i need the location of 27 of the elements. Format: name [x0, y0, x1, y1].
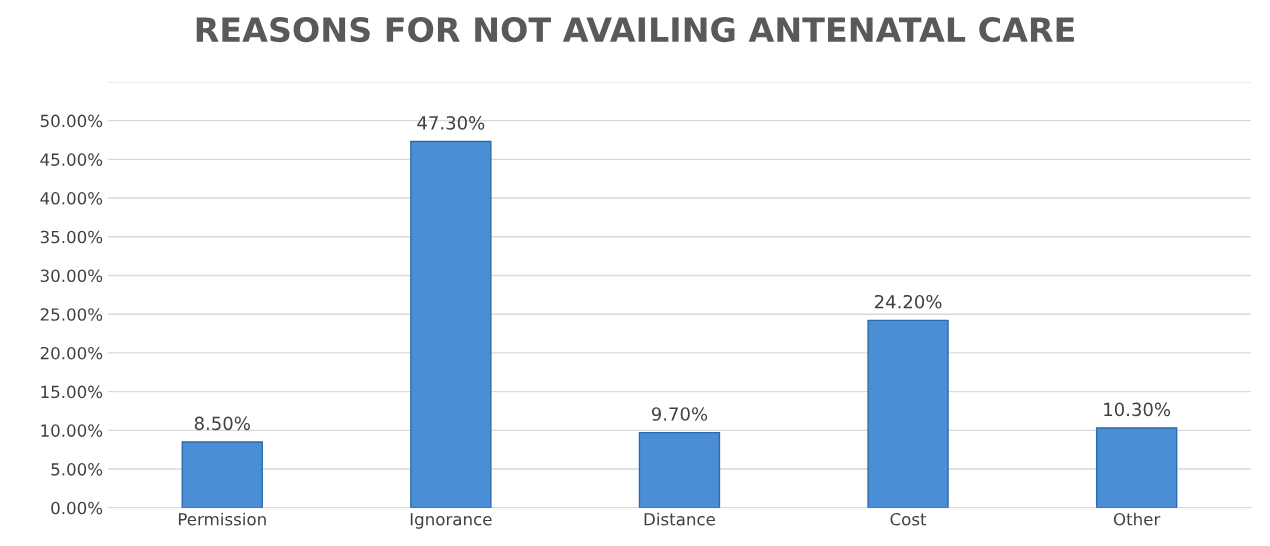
- y-tick-label: 40.00%: [40, 192, 103, 205]
- x-tick-label: Distance: [644, 512, 715, 526]
- y-tick-label: 20.00%: [40, 346, 103, 360]
- y-tick-label: 45.00%: [40, 153, 103, 166]
- x-tick-label: Other: [1113, 512, 1161, 526]
- x-tick-label: Cost: [890, 512, 927, 526]
- data-label: 47.30%: [417, 116, 485, 130]
- y-tick-label: 15.00%: [41, 385, 103, 399]
- data-label: 8.50%: [194, 416, 250, 431]
- bar: [638, 431, 721, 508]
- data-label: 24.20%: [874, 294, 942, 309]
- y-tick-label: 0.00%: [51, 501, 103, 515]
- bar: [867, 319, 949, 508]
- bar: [1095, 427, 1178, 508]
- bar: [410, 140, 492, 508]
- y-tick-label: 25.00%: [40, 308, 103, 321]
- chart-title: REASONS FOR NOT AVAILING ANTENATAL CARE: [196, 16, 1074, 43]
- x-tick-label: Ignorance: [410, 513, 492, 529]
- bar: [181, 441, 263, 508]
- y-tick-label: 10.00%: [41, 424, 103, 437]
- y-tick-label: 30.00%: [40, 269, 103, 283]
- data-label: 10.30%: [1104, 402, 1171, 417]
- y-tick-label: 35.00%: [40, 230, 103, 244]
- y-tick-label: 5.00%: [51, 463, 103, 476]
- x-tick-label: Permission: [178, 512, 266, 526]
- y-tick-label: 50.00%: [40, 114, 103, 128]
- data-label: 9.70%: [651, 407, 708, 421]
